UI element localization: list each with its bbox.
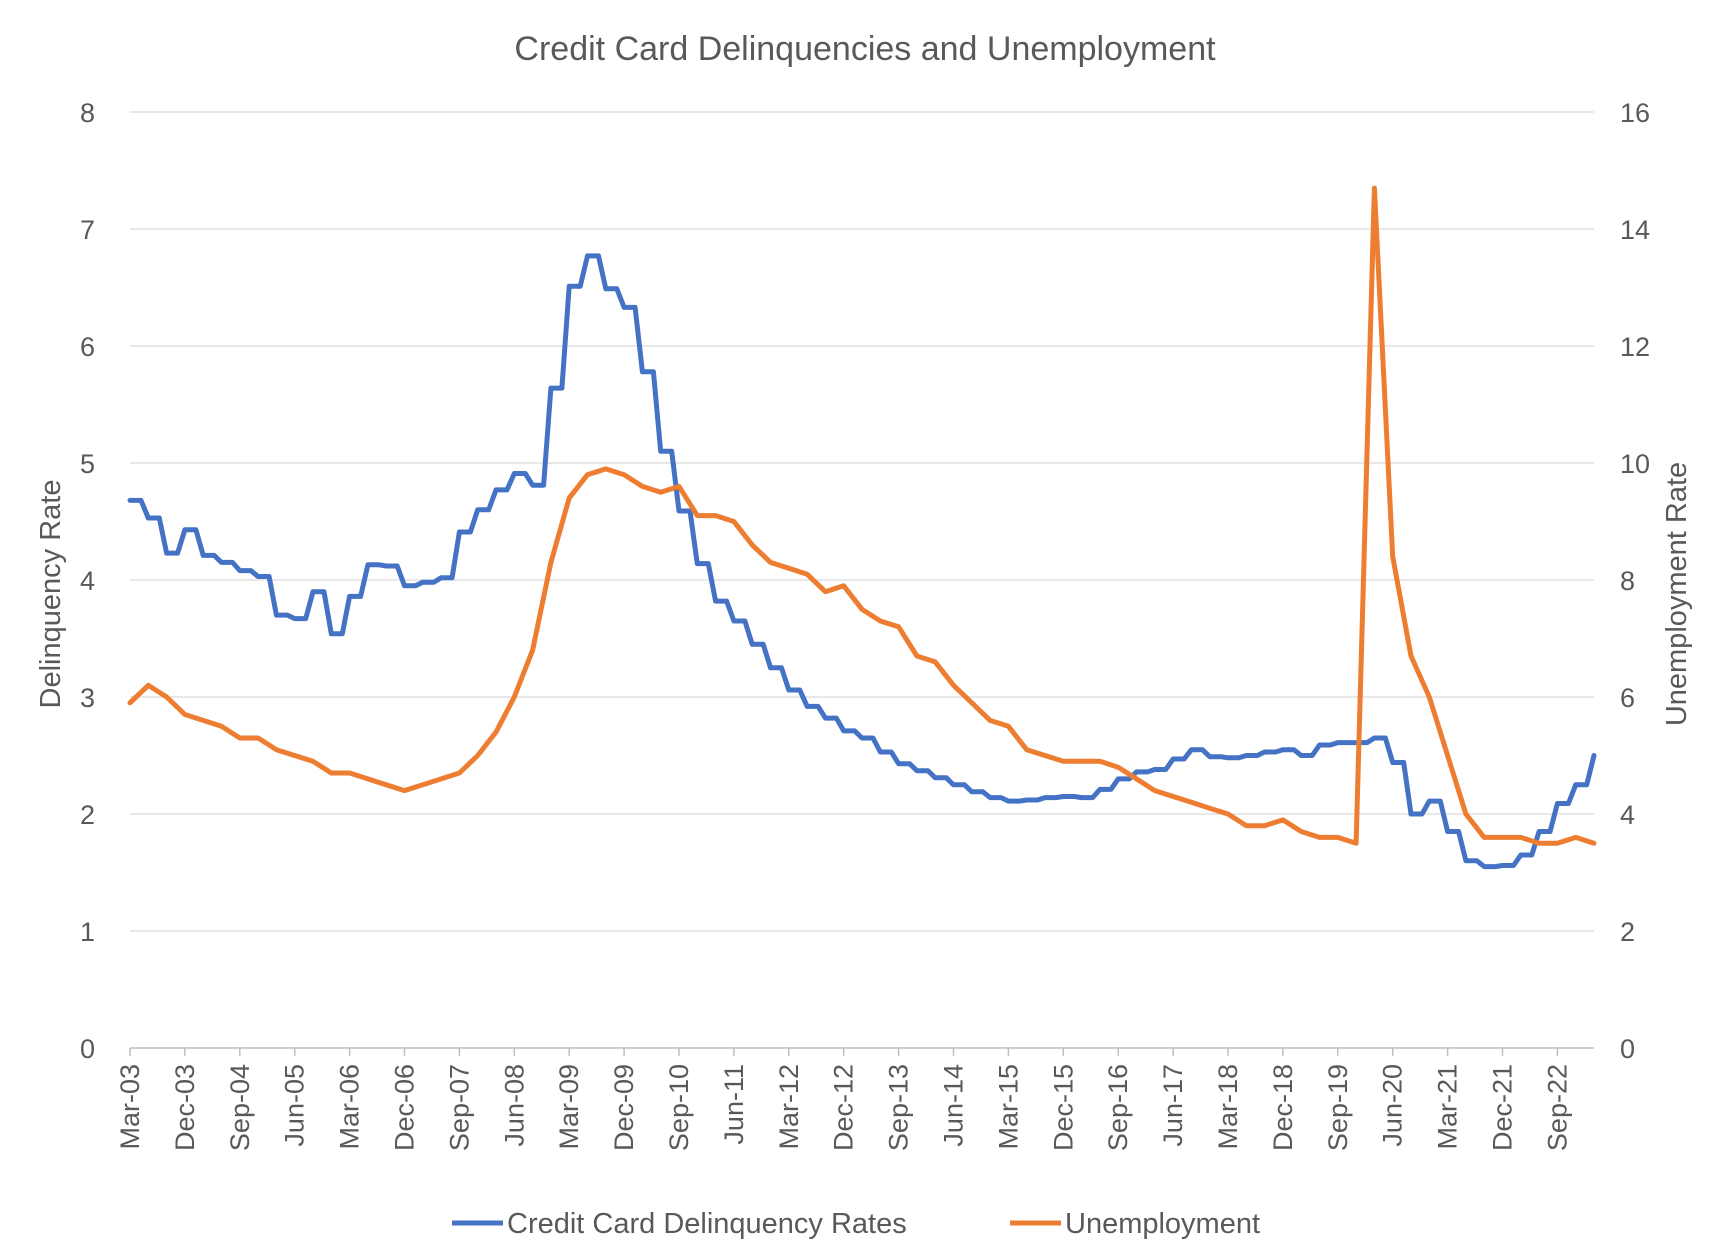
gridlines <box>130 111 1594 1049</box>
y-axis-right-title: Unemployment Rate <box>1661 462 1693 726</box>
x-tick-label: Jun-17 <box>1158 1064 1188 1147</box>
y-tick-label: 0 <box>80 1034 95 1064</box>
y2-tick-label: 12 <box>1620 332 1650 362</box>
y2-tick-label: 2 <box>1620 917 1635 947</box>
y-axis-right-ticks: 0 2 4 6 8 10 12 14 16 <box>1620 98 1650 1064</box>
y2-tick-label: 6 <box>1620 683 1635 713</box>
x-tick-label: Jun-11 <box>719 1064 749 1145</box>
y2-tick-label: 8 <box>1620 566 1635 596</box>
x-tick-label: Mar-03 <box>115 1064 145 1150</box>
series-lines <box>127 185 1597 870</box>
x-tick-label: Dec-21 <box>1488 1064 1518 1151</box>
y2-tick-label: 16 <box>1620 98 1650 128</box>
x-tick-label: Dec-03 <box>170 1064 200 1151</box>
series-line-delinquency <box>127 253 1597 870</box>
legend-label-delinquency: Credit Card Delinquency Rates <box>507 1208 907 1240</box>
x-tick-label: Sep-10 <box>664 1064 694 1151</box>
x-tick-label: Dec-06 <box>390 1064 420 1151</box>
series-line-unemployment <box>127 185 1597 846</box>
x-tick-label: Sep-16 <box>1103 1064 1133 1151</box>
legend-label-unemployment: Unemployment <box>1065 1208 1260 1240</box>
x-tick-label: Mar-18 <box>1213 1064 1243 1150</box>
y-tick-label: 4 <box>80 566 95 596</box>
y2-tick-label: 10 <box>1620 449 1650 479</box>
x-tick-label: Sep-04 <box>225 1064 255 1151</box>
x-tick-label: Mar-12 <box>774 1064 804 1150</box>
chart-title: Credit Card Delinquencies and Unemployme… <box>514 30 1216 68</box>
x-tick-label: Sep-13 <box>884 1064 914 1151</box>
x-tick-label: Mar-06 <box>335 1064 365 1150</box>
x-tick-label: Mar-21 <box>1433 1064 1463 1150</box>
y-axis-left-ticks: 0 1 2 3 4 5 6 7 8 <box>80 98 95 1064</box>
x-tick-label: Mar-15 <box>993 1064 1023 1150</box>
legend: Credit Card Delinquency Rates Unemployme… <box>452 1208 1260 1240</box>
x-tick-label: Jun-05 <box>280 1064 310 1147</box>
x-tick-label: Mar-09 <box>554 1064 584 1150</box>
x-tick-label: Dec-09 <box>609 1064 639 1151</box>
x-tick-label: Dec-15 <box>1048 1064 1078 1151</box>
x-tick-label: Sep-22 <box>1542 1064 1572 1151</box>
x-tick-label: Sep-07 <box>444 1064 474 1151</box>
x-tick-label: Jun-14 <box>939 1064 969 1147</box>
y-tick-label: 3 <box>80 683 95 713</box>
y-tick-label: 2 <box>80 800 95 830</box>
x-tick-label: Dec-12 <box>829 1064 859 1151</box>
y2-tick-label: 4 <box>1620 800 1635 830</box>
x-tick-label: Jun-08 <box>499 1064 529 1147</box>
y-tick-label: 8 <box>80 98 95 128</box>
y-axis-left-title: Delinquency Rate <box>35 480 67 709</box>
y2-tick-label: 0 <box>1620 1034 1635 1064</box>
y2-tick-label: 14 <box>1620 215 1650 245</box>
y-tick-label: 6 <box>80 332 95 362</box>
x-axis-ticks: Mar-03 Dec-03 Sep-04 Jun-05 Mar-06 Dec-06 Sep-… <box>115 1048 1572 1151</box>
y-tick-label: 5 <box>80 449 95 479</box>
x-tick-label: Sep-19 <box>1323 1064 1353 1151</box>
x-tick-label: Jun-20 <box>1378 1064 1408 1147</box>
y-tick-label: 7 <box>80 215 95 245</box>
y-tick-label: 1 <box>80 917 95 947</box>
x-tick-label: Dec-18 <box>1268 1064 1298 1151</box>
